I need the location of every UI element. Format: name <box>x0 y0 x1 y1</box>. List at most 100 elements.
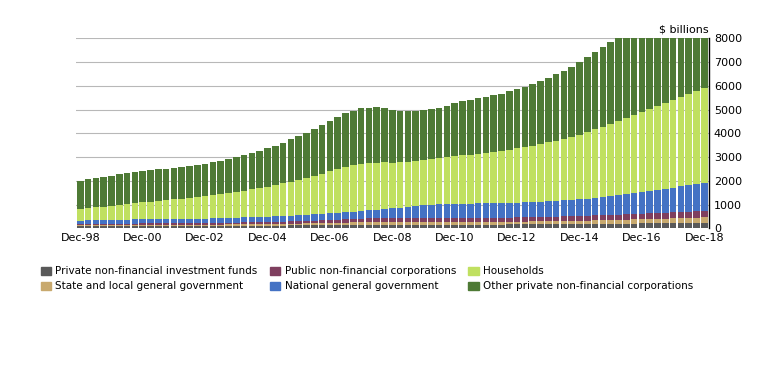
Bar <box>569 216 575 221</box>
Bar <box>420 160 427 205</box>
Bar <box>459 225 466 229</box>
Bar <box>623 214 630 219</box>
Bar <box>545 201 552 217</box>
Bar <box>615 224 621 229</box>
Bar <box>170 168 177 199</box>
Bar <box>693 0 700 91</box>
Bar <box>459 102 466 155</box>
Bar <box>288 216 294 221</box>
Bar <box>147 225 154 226</box>
Bar <box>288 182 294 216</box>
Bar <box>600 127 606 197</box>
Bar <box>85 226 92 229</box>
Bar <box>163 225 170 226</box>
Bar <box>366 108 372 163</box>
Bar <box>561 221 567 224</box>
Bar <box>155 225 161 226</box>
Bar <box>280 216 286 222</box>
Bar <box>264 186 271 217</box>
Bar <box>522 202 528 217</box>
Bar <box>272 216 279 222</box>
Bar <box>576 199 583 216</box>
Bar <box>155 219 161 223</box>
Bar <box>498 151 505 203</box>
Bar <box>436 222 442 225</box>
Bar <box>459 204 466 218</box>
Bar <box>202 196 208 219</box>
Bar <box>147 219 154 224</box>
Bar <box>186 198 193 219</box>
Bar <box>179 219 185 223</box>
Bar <box>537 202 544 217</box>
Bar <box>646 219 653 223</box>
Bar <box>459 155 466 204</box>
Bar <box>498 224 505 229</box>
Bar <box>631 214 637 219</box>
Bar <box>311 221 318 223</box>
Bar <box>678 218 684 223</box>
Bar <box>326 171 333 213</box>
Bar <box>615 121 621 195</box>
Bar <box>155 226 161 229</box>
Bar <box>319 125 326 174</box>
Bar <box>342 167 349 212</box>
Bar <box>459 218 466 222</box>
Text: $ billions: $ billions <box>659 25 709 34</box>
Bar <box>545 78 552 143</box>
Bar <box>108 220 115 224</box>
Bar <box>233 224 240 226</box>
Bar <box>607 220 614 224</box>
Bar <box>420 222 427 225</box>
Bar <box>639 224 645 229</box>
Bar <box>467 222 474 225</box>
Bar <box>210 218 217 223</box>
Bar <box>194 223 201 225</box>
Bar <box>382 162 388 209</box>
Bar <box>139 225 146 226</box>
Bar <box>662 213 668 219</box>
Bar <box>202 226 208 229</box>
Bar <box>483 225 489 229</box>
Bar <box>413 111 419 161</box>
Bar <box>116 205 123 220</box>
Bar <box>92 226 99 229</box>
Bar <box>576 224 583 229</box>
Bar <box>108 206 115 220</box>
Bar <box>654 12 661 106</box>
Bar <box>389 225 396 229</box>
Bar <box>428 222 435 225</box>
Bar <box>678 186 684 212</box>
Bar <box>241 224 248 226</box>
Bar <box>225 159 232 193</box>
Bar <box>607 124 614 196</box>
Bar <box>311 223 318 226</box>
Bar <box>389 218 396 222</box>
Bar <box>335 117 341 169</box>
Bar <box>397 111 403 163</box>
Bar <box>179 223 185 225</box>
Bar <box>576 216 583 221</box>
Bar <box>272 226 279 229</box>
Bar <box>373 107 380 163</box>
Bar <box>163 169 170 200</box>
Bar <box>545 221 552 224</box>
Bar <box>467 218 474 222</box>
Bar <box>116 220 123 224</box>
Bar <box>397 208 403 218</box>
Bar <box>537 224 544 229</box>
Bar <box>217 224 224 226</box>
Bar <box>373 163 380 210</box>
Bar <box>108 225 115 226</box>
Bar <box>631 193 637 214</box>
Bar <box>693 223 700 229</box>
Bar <box>514 224 520 229</box>
Bar <box>233 218 240 222</box>
Bar <box>350 225 357 229</box>
Bar <box>701 211 708 218</box>
Bar <box>217 194 224 218</box>
Bar <box>654 213 661 219</box>
Bar <box>561 216 567 221</box>
Bar <box>217 226 224 229</box>
Bar <box>170 223 177 225</box>
Bar <box>77 209 83 221</box>
